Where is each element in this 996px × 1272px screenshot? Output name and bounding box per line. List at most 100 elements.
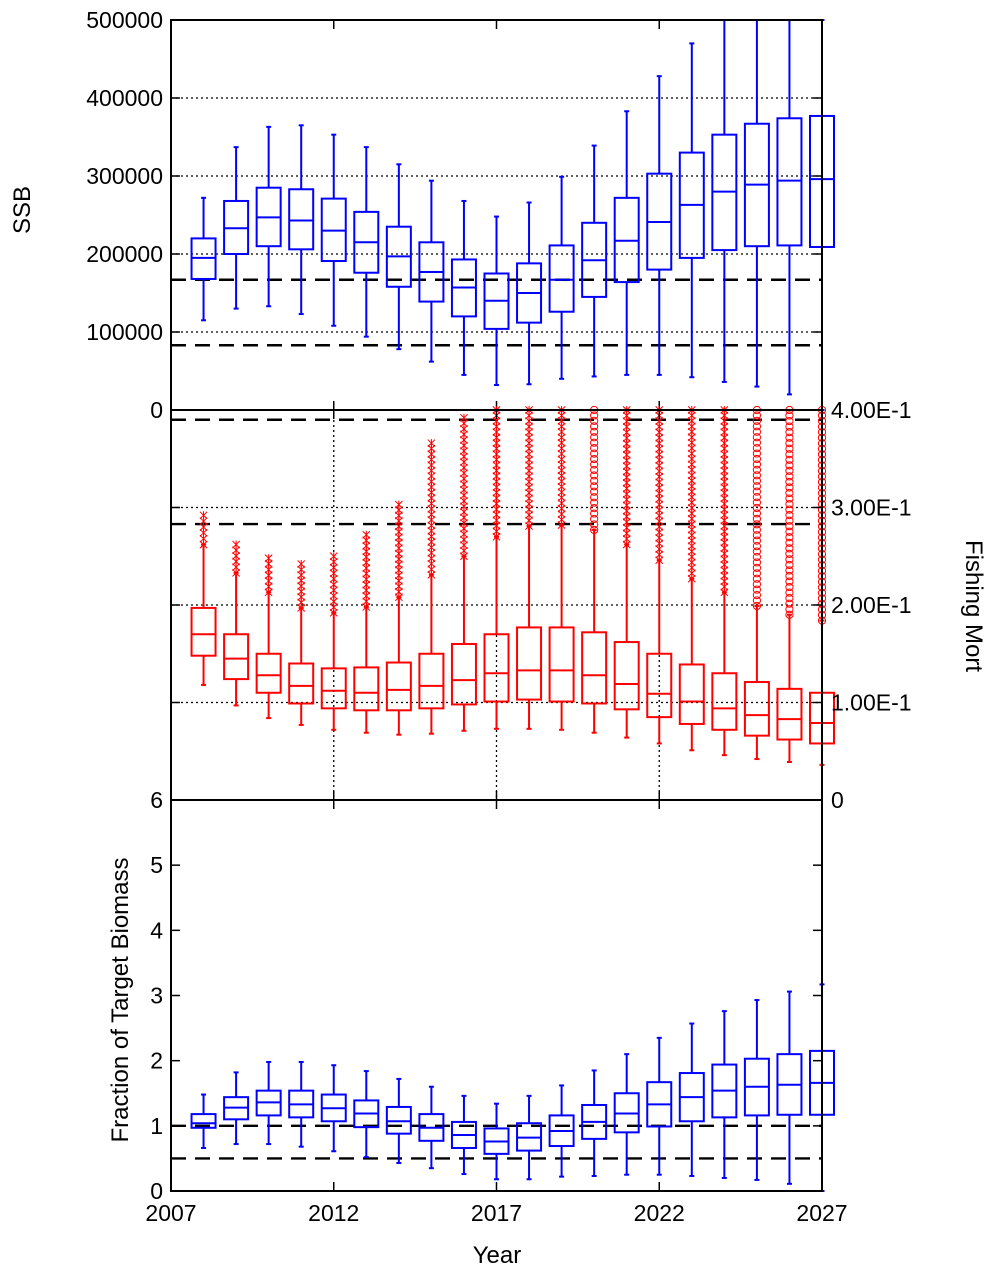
- outlier-marker: [752, 503, 762, 513]
- outliers: [329, 552, 338, 617]
- outlier-marker: [752, 585, 762, 594]
- box-2011: [288, 560, 315, 726]
- x-tick-label: 2007: [145, 1200, 196, 1226]
- outlier-marker: [752, 541, 762, 551]
- outlier-marker: [590, 498, 599, 507]
- outlier-marker: [752, 596, 762, 605]
- box-iqr: [548, 244, 575, 313]
- box-2022: [646, 1036, 673, 1176]
- y-tick-label: 100000: [86, 319, 163, 345]
- box-2021: [613, 1053, 640, 1176]
- outlier-marker: [752, 411, 762, 420]
- outlier-marker: [785, 433, 794, 442]
- box-iqr: [223, 633, 250, 681]
- box-2025: [743, 999, 770, 1181]
- box-iqr: [320, 667, 347, 710]
- outlier-marker: [752, 558, 762, 567]
- outlier-marker: [752, 601, 762, 611]
- box-2024: [711, 19, 738, 383]
- box-iqr: [646, 652, 673, 719]
- box-2010: [255, 1060, 282, 1146]
- y-tick-label: 400000: [86, 85, 163, 111]
- outlier-marker: [752, 547, 762, 556]
- box-2022: [646, 75, 673, 376]
- y-tick-label: 200000: [86, 241, 163, 267]
- outliers: [297, 560, 306, 612]
- y-tick-label: 2.00E-1: [831, 592, 912, 618]
- outlier-marker: [590, 520, 599, 529]
- outliers: [232, 540, 241, 577]
- box-2013: [353, 146, 380, 338]
- box-iqr: [190, 1113, 217, 1129]
- outlier-marker: [590, 427, 599, 436]
- ssb-panel: 0 100000 200000 300000 400000 500000: [86, 7, 835, 423]
- outlier-marker: [785, 455, 794, 464]
- outlier-marker: [785, 555, 794, 564]
- outlier-marker: [590, 493, 599, 502]
- outlier-marker: [297, 560, 306, 569]
- outliers: [557, 406, 566, 530]
- box-2024: [711, 1010, 738, 1179]
- box-2025: [743, 405, 770, 761]
- box-iqr: [581, 631, 608, 705]
- x-axis-label: Year: [473, 1242, 522, 1269]
- outlier-marker: [785, 522, 794, 531]
- y-tick-label: 1: [150, 1113, 163, 1139]
- box-2016: [450, 199, 477, 376]
- box-iqr: [516, 626, 543, 701]
- outlier-marker: [785, 466, 794, 475]
- outlier-marker: [427, 439, 436, 448]
- box-2018: [516, 1094, 543, 1181]
- fishing-mort-panel: 0 1.00E-1 2.00E-1 3.00E-1 4.00E-1: [170, 397, 912, 813]
- outlier-marker: [752, 536, 762, 545]
- outlier-marker: [590, 504, 599, 513]
- y-tick-label: 0: [150, 397, 163, 423]
- box-iqr: [711, 672, 738, 731]
- outlier-marker: [785, 488, 794, 498]
- outlier-marker: [752, 427, 762, 436]
- outlier-marker: [785, 439, 794, 448]
- outlier-marker: [752, 449, 762, 458]
- box-iqr: [353, 666, 380, 712]
- outlier-marker: [752, 509, 762, 518]
- outlier-marker: [590, 444, 599, 453]
- outliers: [394, 500, 403, 602]
- box-iqr: [776, 687, 803, 741]
- outlier-marker: [752, 482, 762, 491]
- y-tick-label: 0: [150, 1178, 163, 1204]
- outliers: [362, 530, 371, 611]
- outlier-marker: [785, 599, 794, 608]
- outlier-marker: [785, 477, 794, 487]
- outlier-marker: [785, 571, 794, 581]
- outlier-marker: [590, 471, 599, 480]
- outlier-marker: [785, 511, 794, 520]
- outlier-marker: [590, 482, 599, 491]
- outlier-marker: [752, 552, 762, 562]
- y-tick-label: 0: [831, 787, 844, 813]
- outlier-marker: [752, 590, 762, 600]
- box-2015: [418, 179, 445, 363]
- outliers: [720, 406, 729, 597]
- box-2025: [743, 19, 770, 388]
- box-iqr: [288, 188, 315, 251]
- outlier-marker: [785, 461, 794, 470]
- outlier-marker: [785, 560, 794, 570]
- outlier-marker: [329, 552, 338, 561]
- outlier-marker: [590, 460, 599, 469]
- box-iqr: [776, 117, 803, 247]
- box-iqr: [743, 681, 770, 737]
- outlier-marker: [785, 483, 794, 492]
- outliers: [492, 406, 501, 541]
- outlier-marker: [590, 422, 599, 431]
- y-tick-label: 4: [150, 917, 163, 943]
- outlier-marker: [590, 454, 599, 464]
- y-tick-label: 1.00E-1: [831, 690, 912, 716]
- box-2021: [613, 406, 640, 739]
- outlier-marker: [264, 554, 273, 563]
- outliers: [655, 406, 664, 565]
- outlier-marker: [752, 531, 762, 540]
- outlier-marker: [752, 514, 762, 523]
- outlier-marker: [590, 487, 599, 496]
- box-2010: [255, 554, 282, 720]
